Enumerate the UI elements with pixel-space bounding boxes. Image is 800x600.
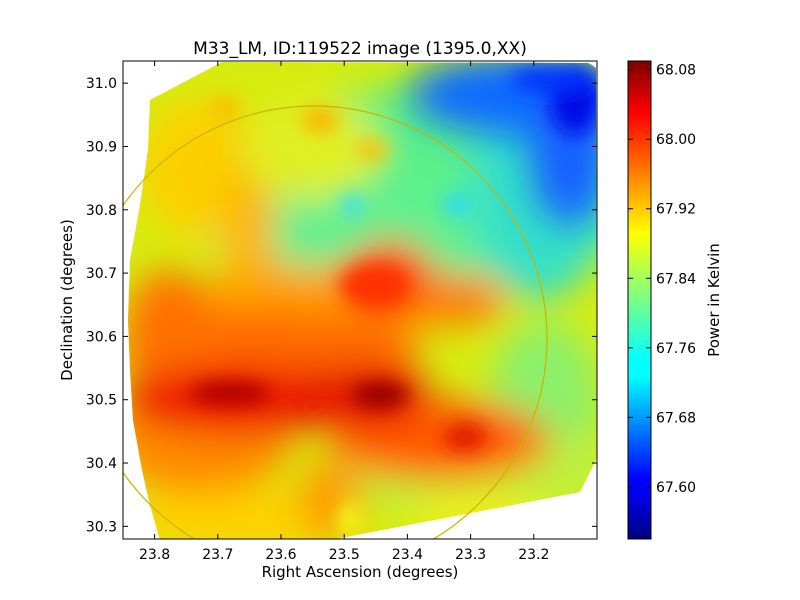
colorbar-tick-label: 67.60 — [656, 480, 696, 496]
colorbar — [627, 60, 652, 540]
y-tick-label: 30.4 — [86, 456, 117, 472]
colorbar-tick-label: 67.76 — [656, 341, 696, 357]
colorbar-tick-label: 68.00 — [656, 132, 696, 148]
x-tick-label: 23.3 — [455, 547, 486, 563]
colorbar-ticks: 67.60 67.68 67.76 67.84 67.92 68.00 68.08 — [628, 63, 696, 496]
x-tick-label: 23.7 — [202, 547, 233, 563]
y-tick-label: 30.8 — [86, 203, 117, 219]
colorbar-tick-label: 67.84 — [656, 271, 696, 287]
y-tick-label: 30.3 — [86, 519, 117, 535]
x-tick-label: 23.5 — [329, 547, 360, 563]
y-axis-label: Declination (degrees) — [58, 219, 76, 381]
x-tick-label: 23.6 — [265, 547, 296, 563]
x-tick-label: 23.8 — [139, 547, 170, 563]
x-axis-label: Right Ascension (degrees) — [262, 563, 459, 581]
heatmap-image — [123, 62, 597, 539]
y-tick-label: 31.0 — [86, 76, 117, 92]
colorbar-tick-label: 67.92 — [656, 202, 696, 218]
y-tick-label: 30.5 — [86, 393, 117, 409]
colorbar-label: Power in Kelvin — [705, 243, 723, 357]
y-tick-label: 30.7 — [86, 266, 117, 282]
colorbar-tick-label: 67.68 — [656, 410, 696, 426]
x-axis-ticks: 23.8 23.7 23.6 23.5 23.4 23.3 23.2 — [139, 61, 549, 563]
y-axis-ticks: 30.3 30.4 30.5 30.6 30.7 30.8 30.9 31.0 — [86, 76, 597, 535]
chart-title: M33_LM, ID:119522 image (1395.0,XX) — [193, 39, 527, 59]
x-tick-label: 23.4 — [392, 547, 423, 563]
overlay-circle — [123, 105, 548, 539]
y-tick-label: 30.9 — [86, 139, 117, 155]
plot-frame — [122, 60, 598, 540]
y-tick-label: 30.6 — [86, 329, 117, 345]
colorbar-tick-label: 68.08 — [656, 63, 696, 79]
x-tick-label: 23.2 — [518, 547, 549, 563]
